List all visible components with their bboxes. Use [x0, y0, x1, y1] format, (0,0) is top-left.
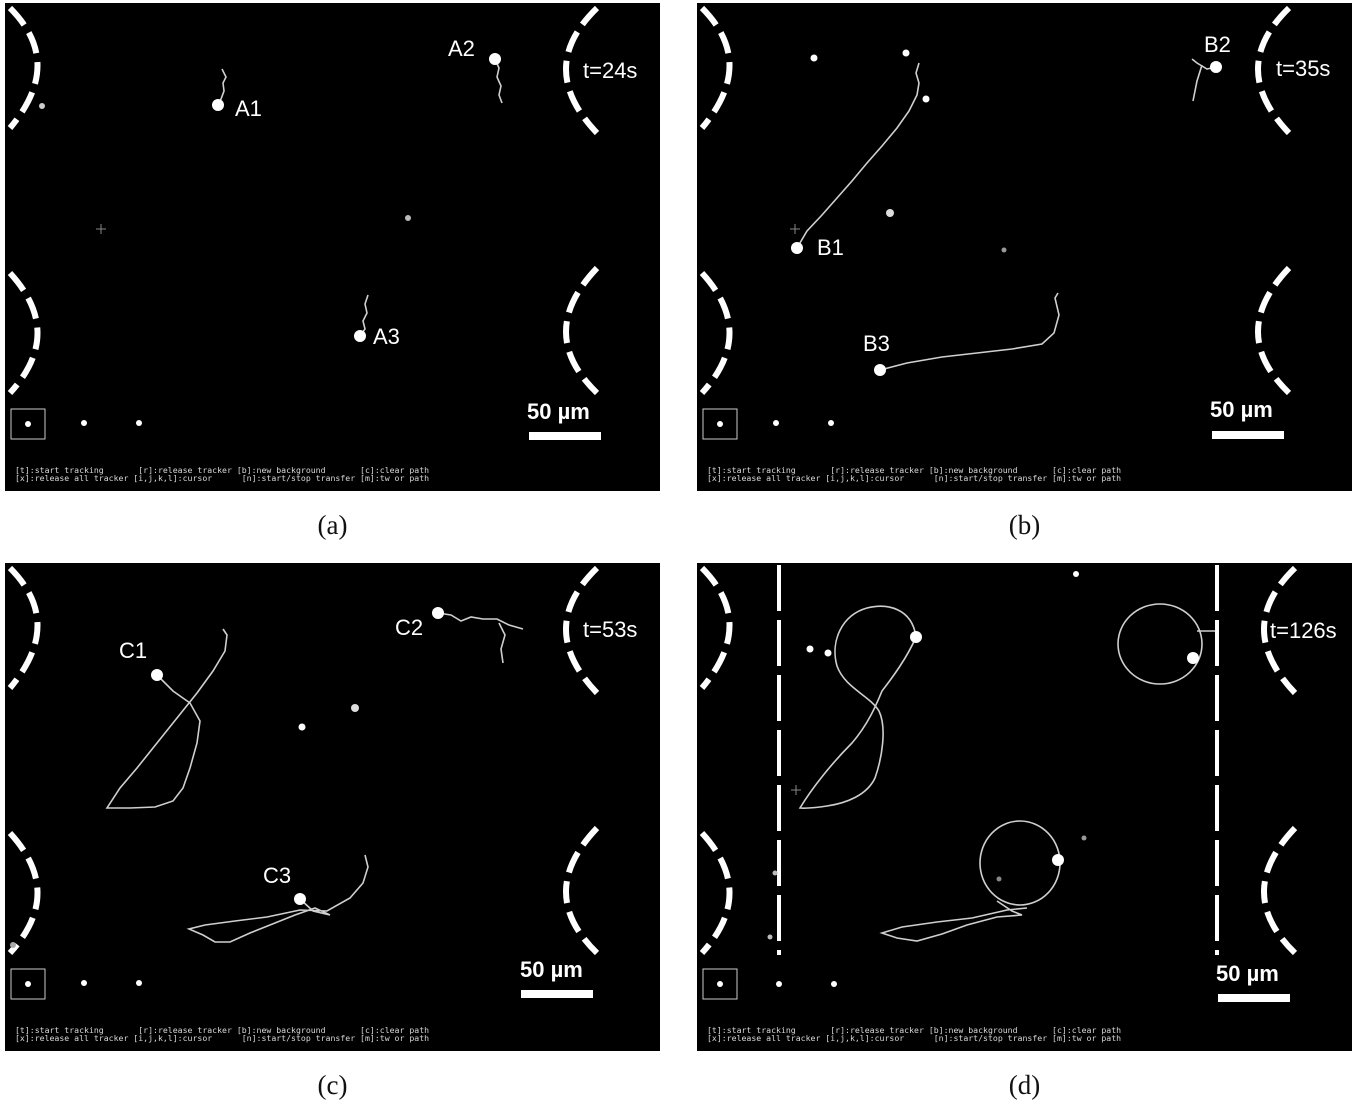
particle-a3 [354, 330, 366, 342]
particle-c1 [151, 669, 163, 681]
particle-b1 [791, 242, 803, 254]
keyboard-help: [t]:start tracking [r]:release tracker [… [707, 1025, 1122, 1043]
scale-bar [1218, 994, 1290, 1002]
microscope-image-c [7, 565, 600, 1000]
particle-label: A1 [235, 96, 262, 121]
panel-b: B1 B2 B3 t=35s 50 µm [t]:start tracking … [697, 3, 1352, 491]
scale-label: 50 µm [1216, 961, 1279, 986]
time-label: t=35s [1276, 56, 1331, 81]
particle-label: C1 [119, 638, 148, 663]
particle-label: B3 [863, 331, 890, 356]
particle-a1 [212, 99, 224, 111]
particle-b3 [874, 364, 886, 376]
particle-label: B2 [1204, 32, 1231, 57]
time-label: t=126s [1270, 618, 1337, 643]
time-label: t=53s [583, 617, 638, 642]
particle-c3 [294, 893, 306, 905]
trajectories [796, 58, 1217, 371]
trajectories [105, 612, 524, 943]
panel-d: t=126s 50 µm [t]:start tracking [r]:rele… [697, 563, 1352, 1051]
caption-c: (c) [317, 1070, 348, 1100]
panel-a: A1 A2 A3 t=24s 50 µm [t]:start tracking … [5, 3, 660, 491]
particle-label: C3 [263, 863, 292, 888]
keyboard-help: [t]:start tracking [r]:release tracker [… [15, 1025, 430, 1043]
time-label: t=24s [583, 58, 638, 83]
particle-label: B1 [817, 235, 844, 260]
particle-label: C2 [395, 615, 424, 640]
scale-bar [1212, 431, 1284, 439]
particle-c2 [432, 607, 444, 619]
barriers [777, 565, 1219, 955]
caption-d: (d) [1008, 1070, 1041, 1100]
scale-label: 50 µm [520, 957, 583, 982]
tracker-box [10, 968, 46, 1000]
cursor-crosshair [96, 224, 106, 234]
caption-b: (b) [1008, 510, 1041, 540]
particle-a2 [489, 53, 501, 65]
microscope-image-a [7, 5, 600, 440]
scale-bar [529, 432, 601, 440]
tracker-box [10, 408, 46, 440]
particle-label: A2 [448, 36, 475, 61]
scale-bar [521, 990, 593, 998]
panel-c: C1 C2 C3 t=53s 50 µm [t]:start tracking … [5, 563, 660, 1051]
particles [39, 53, 501, 426]
keyboard-help: [t]:start tracking [r]:release tracker [… [15, 465, 430, 483]
particle-label: A3 [373, 324, 400, 349]
caption-a: (a) [317, 510, 348, 540]
scale-label: 50 µm [1210, 397, 1273, 422]
tracker-box [702, 408, 738, 440]
particle-b2 [1210, 61, 1222, 73]
keyboard-help: [t]:start tracking [r]:release tracker [… [707, 465, 1122, 483]
microscope-image-d [699, 565, 1298, 1000]
tracker-box [702, 968, 738, 1000]
trajectories [798, 603, 1215, 942]
scale-label: 50 µm [527, 399, 590, 424]
microscope-image-b [699, 5, 1292, 440]
electrode-outlines [7, 5, 600, 396]
